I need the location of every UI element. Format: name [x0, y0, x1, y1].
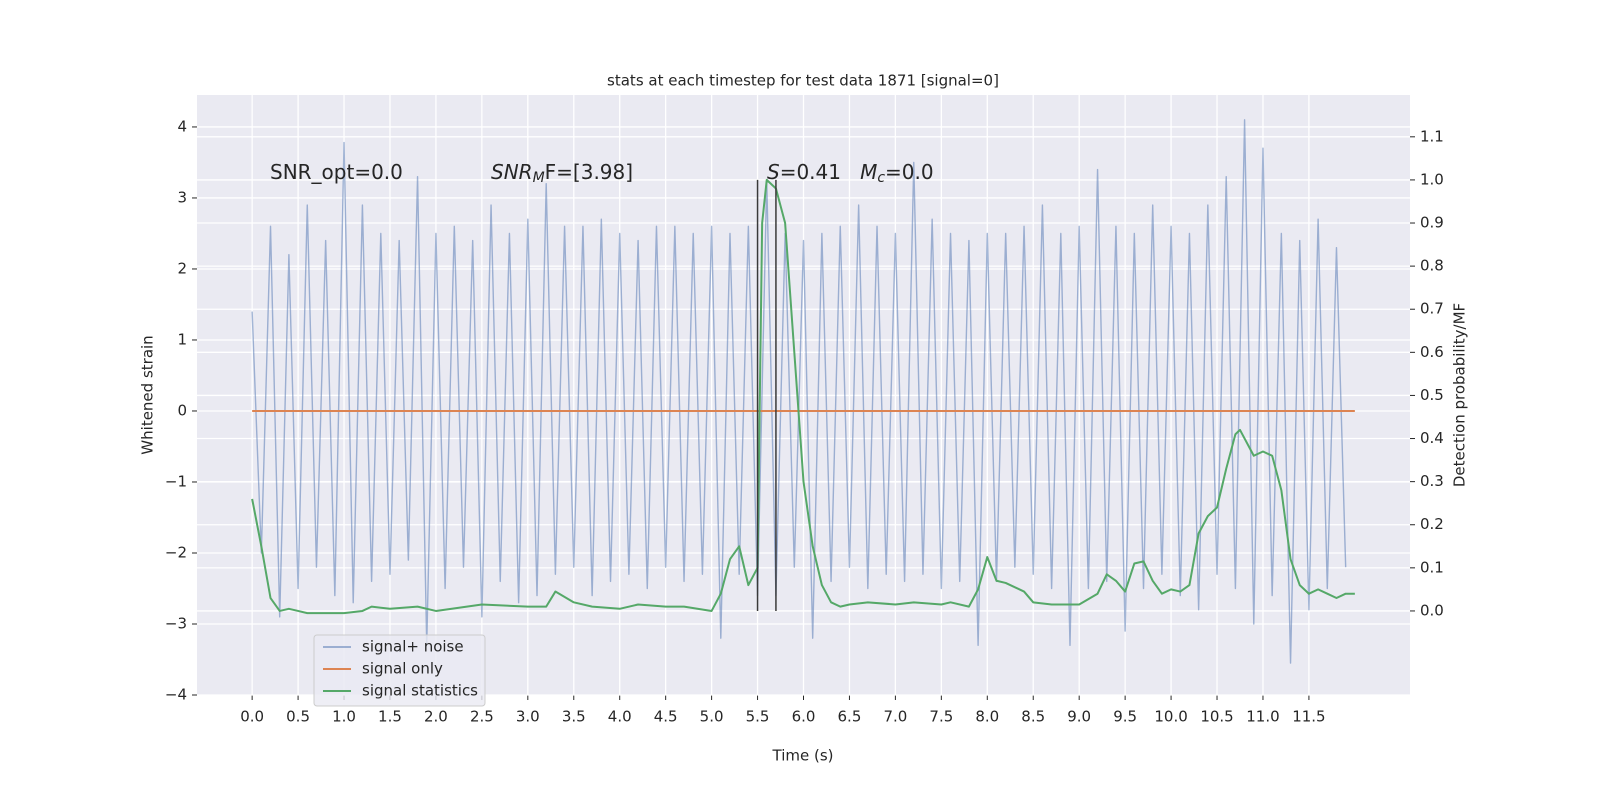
x-tick-label: 0.0 [240, 708, 264, 726]
y2-tick-label: 0.7 [1420, 300, 1444, 318]
annotation-part: F=[3.98] [545, 160, 633, 184]
x-tick-label: 10.5 [1200, 708, 1233, 726]
annotation: SNR_opt=0.0 [270, 160, 403, 184]
x-tick-label: 7.0 [883, 708, 907, 726]
y2-tick-label: 0.9 [1420, 214, 1444, 232]
x-tick-label: 1.5 [378, 708, 402, 726]
x-tick-label: 10.0 [1154, 708, 1187, 726]
y-tick-label: 0 [177, 401, 187, 419]
x-tick-label: 9.0 [1067, 708, 1091, 726]
y-tick-label: −1 [165, 472, 187, 490]
x-tick-label: 6.5 [838, 708, 862, 726]
y-tick-label: 3 [177, 188, 187, 206]
y2-tick-label: 1.0 [1420, 170, 1444, 188]
annotation-part: SNR_opt=0.0 [270, 160, 403, 184]
annotation-part: S [767, 160, 780, 184]
y2-tick-label: 0.5 [1420, 386, 1444, 404]
legend-box [313, 634, 486, 707]
y-tick-label: 4 [177, 117, 187, 135]
x-tick-label: 2.5 [470, 708, 494, 726]
x-tick-label: 3.5 [562, 708, 586, 726]
x-tick-label: 2.0 [424, 708, 448, 726]
y-tick-label: −4 [165, 686, 187, 704]
y-tick-label: −2 [165, 543, 187, 561]
x-tick-label: 11.5 [1292, 708, 1325, 726]
annotation-part: =0.0 [885, 160, 934, 184]
y2-tick-label: 0.2 [1420, 515, 1444, 533]
x-tick-label: 11.0 [1246, 708, 1279, 726]
y-axis-label: Whitened strain [139, 335, 157, 454]
x-tick-label: 3.0 [516, 708, 540, 726]
x-tick-label: 7.5 [929, 708, 953, 726]
legend-label: signal only [362, 660, 443, 678]
y2-tick-label: 0.0 [1420, 601, 1444, 619]
annotation-part: M [533, 170, 545, 186]
y2-tick-label: 0.6 [1420, 343, 1444, 361]
series-line [251, 178, 1355, 615]
y-tick-label: −3 [165, 614, 187, 632]
y2-tick-label: 0.1 [1420, 558, 1444, 576]
y2-tick-label: 0.8 [1420, 257, 1444, 275]
annotation-part: M [860, 160, 877, 184]
x-tick-label: 5.5 [746, 708, 770, 726]
annotation: S=0.41 Mc=0.0 [767, 160, 934, 187]
y2-tick-label: 0.4 [1420, 429, 1444, 447]
y-tick-label: 2 [177, 259, 187, 277]
legend-label: signal statistics [362, 682, 478, 700]
y-tick-label: 1 [177, 330, 187, 348]
annotation-part: =0.41 [780, 160, 860, 184]
x-axis-label: Time (s) [772, 747, 834, 765]
annotation-part: SNR [491, 160, 533, 184]
annotation: SNRMF=[3.98] [491, 160, 633, 187]
chart-title: stats at each timestep for test data 187… [607, 72, 999, 90]
x-tick-label: 0.5 [286, 708, 310, 726]
x-tick-label: 1.0 [332, 708, 356, 726]
x-tick-label: 4.0 [608, 708, 632, 726]
x-tick-label: 6.0 [792, 708, 816, 726]
x-tick-label: 4.5 [654, 708, 678, 726]
annotation-part: c [877, 170, 885, 186]
y2-tick-label: 1.1 [1420, 127, 1444, 145]
x-tick-label: 5.0 [700, 708, 724, 726]
legend-label: signal+ noise [362, 638, 464, 656]
x-tick-label: 8.0 [975, 708, 999, 726]
x-tick-label: 9.5 [1113, 708, 1137, 726]
y2-axis-label: Detection probability/MF [1451, 303, 1469, 487]
x-tick-label: 8.5 [1021, 708, 1045, 726]
y2-tick-label: 0.3 [1420, 472, 1444, 490]
